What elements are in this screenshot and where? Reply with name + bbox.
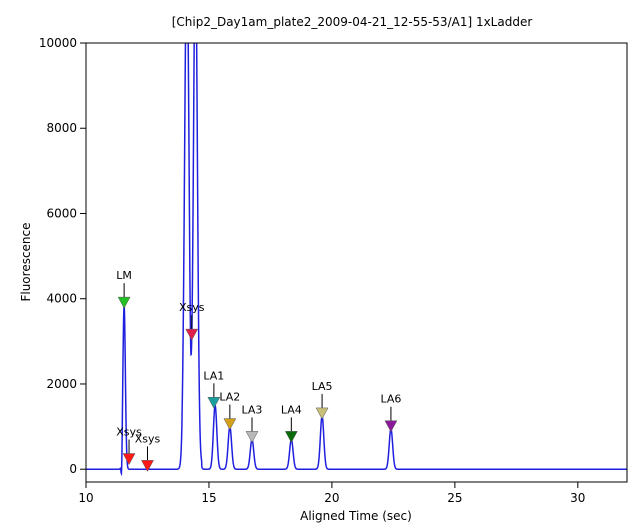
peak-marker-la6: LA6 <box>380 393 401 433</box>
marker-triangle-icon <box>315 407 329 420</box>
x-tick-label: 10 <box>78 491 93 505</box>
marker-label: LA3 <box>242 403 263 416</box>
y-tick-label: 8000 <box>46 121 77 135</box>
x-axis-title: Aligned Time (sec) <box>300 509 412 523</box>
peak-marker-la2: LA2 <box>219 391 240 431</box>
marker-triangle-icon <box>223 418 237 431</box>
y-axis-title: Fluorescence <box>19 222 33 301</box>
peak-marker-lm: LM <box>116 269 132 309</box>
marker-label: LA2 <box>219 391 240 404</box>
x-tick-label: 20 <box>324 491 339 505</box>
chart-title: [Chip2_Day1am_plate2_2009-04-21_12-55-53… <box>172 15 533 29</box>
y-axis-ticks: 0 2000 4000 6000 8000 10000 <box>39 36 86 476</box>
y-tick-label: 6000 <box>46 206 77 220</box>
marker-triangle-icon <box>141 460 154 472</box>
marker-triangle-icon <box>117 296 131 309</box>
peak-marker-xsys: Xsys <box>116 426 142 466</box>
marker-triangle-icon <box>245 431 259 443</box>
marker-triangle-icon <box>207 397 221 409</box>
x-tick-label: 15 <box>201 491 216 505</box>
marker-label: Xsys <box>116 426 142 439</box>
y-tick-label: 10000 <box>39 36 77 50</box>
marker-triangle-icon <box>284 431 298 443</box>
marker-triangle-icon <box>185 328 199 341</box>
fluorescence-trace <box>86 43 627 477</box>
x-axis-ticks: 10 15 20 25 30 <box>78 482 585 505</box>
peak-marker-la5: LA5 <box>312 380 333 420</box>
marker-label: Xsys <box>179 301 205 314</box>
marker-triangle-icon <box>384 420 398 433</box>
peak-marker-xsys: Xsys <box>135 432 161 472</box>
y-tick-label: 2000 <box>46 377 77 391</box>
plot-area <box>86 43 627 482</box>
marker-label: LA6 <box>380 393 401 406</box>
peak-marker-xsys: Xsys <box>179 301 205 341</box>
peak-marker-la1: LA1 <box>203 369 224 409</box>
marker-label: LM <box>116 269 132 282</box>
marker-label: LA4 <box>281 403 302 416</box>
peak-marker-la4: LA4 <box>281 403 302 443</box>
x-tick-label: 25 <box>447 491 462 505</box>
x-tick-label: 30 <box>570 491 585 505</box>
peak-marker-la3: LA3 <box>242 403 263 443</box>
marker-triangle-icon <box>122 453 136 466</box>
marker-label: Xsys <box>135 432 161 445</box>
plot-frame <box>85 42 628 483</box>
marker-label: LA1 <box>203 369 224 382</box>
marker-label: LA5 <box>312 380 333 393</box>
y-tick-label: 0 <box>69 462 77 476</box>
y-tick-label: 4000 <box>46 292 77 306</box>
